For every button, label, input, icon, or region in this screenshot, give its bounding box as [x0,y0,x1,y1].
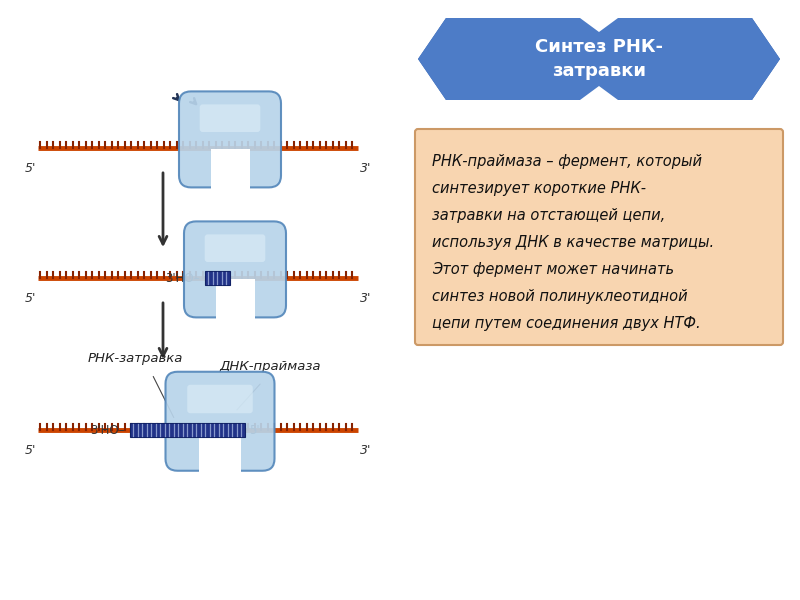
Text: синтезирует короткие РНК-: синтезирует короткие РНК- [432,181,646,196]
FancyBboxPatch shape [187,385,253,413]
Text: синтез новой полинуклеотидной: синтез новой полинуклеотидной [432,289,688,304]
Text: 3'НО–: 3'НО– [90,424,125,437]
Text: используя ДНК в качестве матрицы.: используя ДНК в качестве матрицы. [432,235,714,250]
Text: 5': 5' [24,162,36,175]
Text: цепи путем соединения двух НТФ.: цепи путем соединения двух НТФ. [432,316,701,331]
Text: Этот фермент может начинать: Этот фермент может начинать [432,262,674,277]
Text: Синтез РНК-
затравки: Синтез РНК- затравки [535,38,663,80]
Bar [205,271,230,285]
Polygon shape [418,18,461,100]
FancyBboxPatch shape [415,129,783,345]
Polygon shape [580,18,618,32]
Bar [210,149,250,202]
Text: 3'НО–: 3'НО– [166,271,200,284]
Text: ДНК-праймаза: ДНК-праймаза [219,360,321,373]
FancyBboxPatch shape [184,221,286,317]
Text: 5': 5' [24,292,36,305]
FancyBboxPatch shape [200,104,260,132]
Bar [198,431,242,485]
Text: затравки на отстающей цепи,: затравки на отстающей цепи, [432,208,666,223]
FancyBboxPatch shape [166,372,274,471]
Text: РНК-праймаза – фермент, который: РНК-праймаза – фермент, который [432,154,702,169]
Text: 3': 3' [360,292,372,305]
Polygon shape [737,18,780,100]
Text: 3': 3' [360,162,372,175]
Text: 3': 3' [360,444,372,457]
Text: РНК-затравка: РНК-затравка [87,352,182,365]
Text: 5': 5' [24,444,36,457]
Bar [215,280,254,331]
FancyBboxPatch shape [179,91,281,187]
FancyBboxPatch shape [205,235,266,262]
Polygon shape [418,18,780,100]
Polygon shape [580,86,618,100]
Bar [130,423,245,437]
Text: 5': 5' [249,424,260,437]
